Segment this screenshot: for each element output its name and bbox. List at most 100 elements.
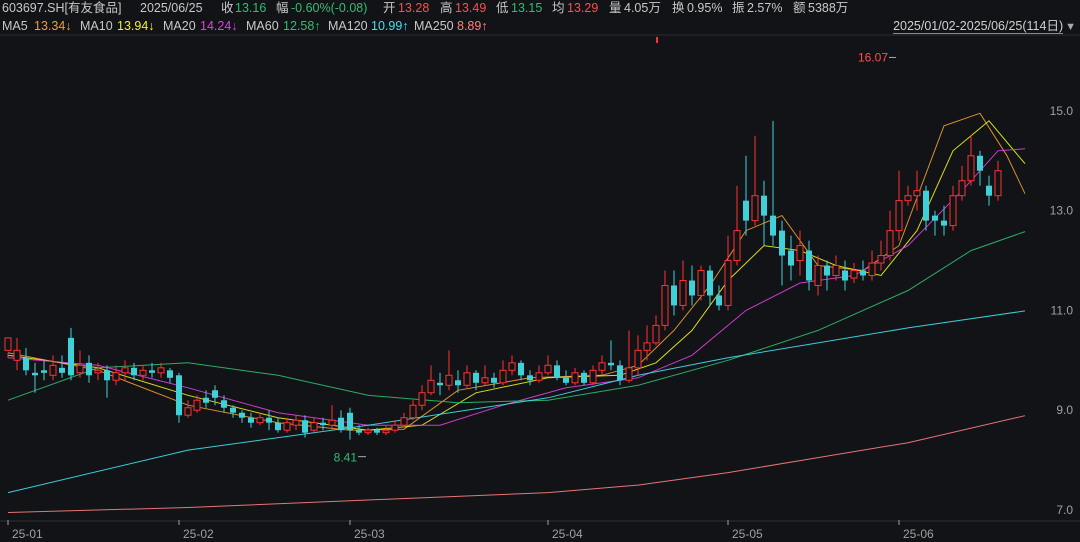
open-value: 13.28 [398, 1, 430, 15]
candle-body [391, 424, 399, 431]
amount-value: 5388万 [808, 1, 849, 15]
candle-body [356, 430, 362, 433]
candle-body [697, 270, 705, 296]
x-tick-label: 25-01 [12, 527, 43, 541]
candle-body [203, 397, 209, 403]
change-value: -0.60%(-0.08) [291, 1, 368, 15]
quote-date: 2025/06/25 [140, 1, 203, 15]
candle-body [473, 372, 479, 383]
candle-body [347, 412, 353, 431]
candle-body [338, 417, 344, 431]
candle-body [283, 422, 291, 431]
candle-body [967, 155, 975, 182]
amplitude-value: 2.57% [747, 1, 783, 15]
candle-body [176, 375, 182, 416]
candle-body [895, 200, 903, 232]
dropdown-arrow-icon: ▼ [1065, 21, 1076, 33]
candle-body [527, 375, 533, 381]
candle-body [886, 230, 894, 257]
y-tick-label: 7.0 [1056, 503, 1073, 517]
candle-body [733, 230, 741, 262]
candle-body [814, 265, 822, 286]
candle-body [518, 362, 524, 376]
candle-body [868, 262, 876, 277]
candle-body [994, 170, 1002, 197]
candle-body [977, 155, 983, 171]
y-tick-label: 11.0 [1051, 303, 1074, 317]
x-tick-label: 25-02 [183, 527, 214, 541]
candle-body [463, 372, 471, 386]
x-tick-label: 25-04 [552, 527, 583, 541]
candle-body [94, 369, 102, 374]
ma60-value: 12.58↑ [283, 19, 321, 33]
close-value: 13.16 [235, 1, 267, 15]
ma60-name: MA60 [246, 19, 279, 33]
ma60-line [7, 231, 1026, 404]
candle-body [535, 372, 543, 381]
ma250-name: MA250 [414, 19, 454, 33]
candle-body [499, 369, 507, 384]
avg-label: 均 [552, 1, 565, 15]
candle-body [76, 364, 84, 374]
date-range-text: 2025/01/02-2025/06/25(114日) [893, 19, 1064, 34]
candle-body [481, 377, 489, 384]
candle-body [850, 270, 858, 279]
candle-body [842, 270, 848, 281]
ma5-value: 13.34↓ [34, 19, 72, 33]
candle-body [652, 324, 660, 344]
candle-body [716, 295, 722, 306]
ma10-name: MA10 [80, 19, 113, 33]
high-value: 13.49 [455, 1, 487, 15]
candle-body [13, 349, 21, 361]
candle-body [310, 422, 318, 431]
candle-body [923, 190, 929, 221]
date-range-selector[interactable]: 2025/01/02-2025/06/25(114日) ▼ [893, 17, 1076, 35]
candle-body [796, 245, 804, 262]
turnover-value: 0.95% [687, 1, 723, 15]
candle-body [554, 365, 560, 378]
ma120-value: 10.99↑ [371, 19, 409, 33]
ma20-name: MA20 [163, 19, 196, 33]
avg-value: 13.29 [567, 1, 599, 15]
candle-body [149, 370, 155, 373]
candle-body [104, 370, 110, 381]
candle-body [212, 390, 218, 398]
candle-body [707, 270, 713, 296]
volume-label: 量 [609, 1, 622, 15]
low-annotation-label: 8.41 [334, 451, 358, 465]
candle-body [958, 180, 966, 197]
candle-body [724, 260, 732, 306]
candle-body [617, 365, 623, 381]
x-tick-label: 25-06 [903, 527, 934, 541]
candle-body [824, 265, 830, 276]
candle-body [589, 369, 597, 384]
candle-body [112, 372, 120, 381]
y-tick-label: 15.0 [1050, 104, 1074, 118]
ma250-value: 8.89↑ [457, 19, 488, 33]
open-label: 开 [383, 1, 396, 15]
candle-body [913, 190, 921, 197]
amount-label: 额 [793, 1, 806, 15]
candle-body [328, 419, 336, 426]
stock-symbol: 603697.SH[有友食品] [2, 1, 122, 15]
candle-body [409, 404, 417, 419]
close-label: 收 [221, 1, 234, 15]
ma120-name: MA120 [328, 19, 368, 33]
ma10-value: 13.94↓ [117, 19, 155, 33]
candle-body [779, 230, 785, 256]
volume-value: 4.05万 [624, 1, 661, 15]
candle-body [445, 374, 453, 386]
candle-body [581, 372, 587, 383]
candle-body [689, 280, 695, 296]
candle-body [41, 370, 47, 373]
candle-body [788, 250, 794, 266]
y-tick-label: 9.0 [1056, 403, 1073, 417]
candle-body [427, 379, 435, 394]
candle-body [949, 195, 957, 227]
candle-body [248, 417, 254, 423]
candle-body [455, 380, 461, 386]
candle-body [68, 337, 74, 376]
candle-body [860, 270, 866, 276]
ma5-name: MA5 [2, 19, 28, 33]
